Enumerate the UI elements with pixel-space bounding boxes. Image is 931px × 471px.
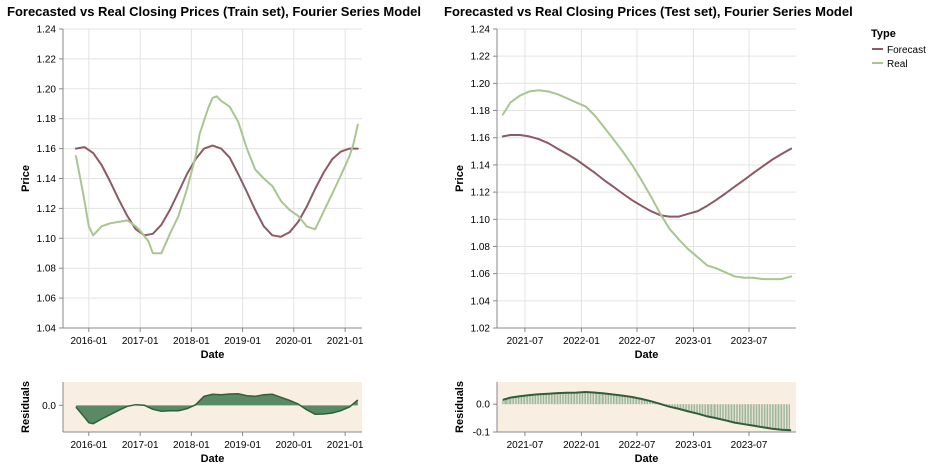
- y-tick-label: 1.20: [471, 79, 491, 90]
- y-tick-label: 1.18: [37, 114, 57, 125]
- x-axis-title: Date: [201, 453, 225, 465]
- x-tick-label: 2016-01: [70, 440, 107, 451]
- y-tick-label: 1.24: [471, 25, 491, 36]
- x-tick-label: 2021-07: [507, 336, 544, 347]
- legend: Type Forecast Real: [871, 28, 926, 70]
- y-tick-label: 1.04: [471, 296, 491, 307]
- y-tick-label: 1.08: [37, 264, 57, 275]
- y-tick-label: 0.0: [476, 400, 490, 411]
- series-line-forecast: [74, 144, 359, 238]
- x-tick-label: 2016-01: [70, 336, 107, 347]
- series-line-real: [501, 89, 793, 281]
- y-tick-label: 1.06: [471, 269, 491, 280]
- residual-line: [502, 390, 792, 432]
- x-tick-label: 2021-07: [507, 440, 544, 451]
- x-tick-label: 2018-01: [173, 336, 210, 347]
- y-axis-title: Price: [20, 165, 32, 192]
- y-axis-title: Residuals: [454, 381, 466, 433]
- y-tick-label: 1.10: [37, 234, 57, 245]
- x-tick-label: 2019-01: [224, 440, 261, 451]
- y-tick-label: 1.16: [471, 133, 491, 144]
- series-line-real: [74, 95, 359, 255]
- y-tick-label: 1.08: [471, 242, 491, 253]
- train-residuals-chart: 0.0 2016-01 2017-01 2018-01 2019-01 2020-01 20…: [20, 381, 364, 465]
- residual-line: [75, 392, 359, 425]
- y-tick-label: 1.12: [37, 204, 57, 215]
- x-tick-label: 2020-01: [275, 336, 312, 347]
- legend-title: Type: [871, 28, 896, 40]
- train-forecast-chart: 1.04 1.06 1.08 1.10 1.12 1.14 1.16 1.18 1.20 1.22…: [20, 25, 364, 362]
- y-tick-label: 1.24: [37, 25, 57, 36]
- y-tick-label: 1.02: [471, 324, 491, 335]
- y-tick-label: -0.1: [473, 428, 491, 439]
- x-axis-title: Date: [201, 349, 225, 361]
- y-tick-label: 1.12: [471, 188, 491, 199]
- x-tick-label: 2023-01: [675, 440, 712, 451]
- x-tick-label: 2023-07: [731, 336, 768, 347]
- x-axis-title: Date: [635, 349, 659, 361]
- y-tick-label: 1.18: [471, 106, 491, 117]
- y-tick-label: 1.22: [471, 52, 491, 63]
- y-tick-label: 1.06: [37, 294, 57, 305]
- x-tick-label: 2021-01: [327, 440, 364, 451]
- y-tick-label: 1.16: [37, 144, 57, 155]
- x-tick-label: 2023-01: [675, 336, 712, 347]
- legend-label-real: Real: [887, 59, 908, 70]
- x-axis-title: Date: [635, 453, 659, 465]
- x-tick-label: 2019-01: [224, 336, 261, 347]
- x-tick-label: 2020-01: [275, 440, 312, 451]
- x-tick-label: 2022-01: [563, 440, 600, 451]
- x-tick-label: 2018-01: [173, 440, 210, 451]
- y-tick-label: 1.14: [37, 174, 57, 185]
- y-tick-label: 1.14: [471, 160, 491, 171]
- plot-area: [497, 29, 796, 328]
- legend-label-forecast: Forecast: [887, 45, 926, 56]
- y-tick-label: 1.20: [37, 84, 57, 95]
- residual-area: [75, 393, 358, 424]
- test-chart-title: Forecasted vs Real Closing Prices (Test …: [444, 4, 853, 19]
- train-chart-title: Forecasted vs Real Closing Prices (Train…: [7, 4, 421, 19]
- x-tick-label: 2021-01: [327, 336, 364, 347]
- x-tick-label: 2022-01: [563, 336, 600, 347]
- y-tick-label: 0.0: [42, 401, 56, 412]
- y-axis-title: Price: [454, 165, 466, 192]
- y-axis-title: Residuals: [20, 381, 32, 433]
- x-tick-label: 2017-01: [122, 336, 159, 347]
- test-forecast-chart: 1.02 1.04 1.06 1.08 1.10 1.12 1.14 1.16 1.18 1.20…: [454, 25, 796, 361]
- x-tick-label: 2023-07: [731, 440, 768, 451]
- series-line-forecast: [501, 134, 793, 218]
- y-tick-label: 1.10: [471, 215, 491, 226]
- x-tick-label: 2022-07: [619, 440, 656, 451]
- y-tick-label: 1.22: [37, 54, 57, 65]
- x-tick-label: 2017-01: [122, 440, 159, 451]
- x-tick-label: 2022-07: [619, 336, 656, 347]
- test-residuals-chart: 0.0 -0.1 2021-07 2022-01 2022-07 2023-01 2023-…: [454, 381, 796, 465]
- y-tick-label: 1.04: [37, 324, 57, 335]
